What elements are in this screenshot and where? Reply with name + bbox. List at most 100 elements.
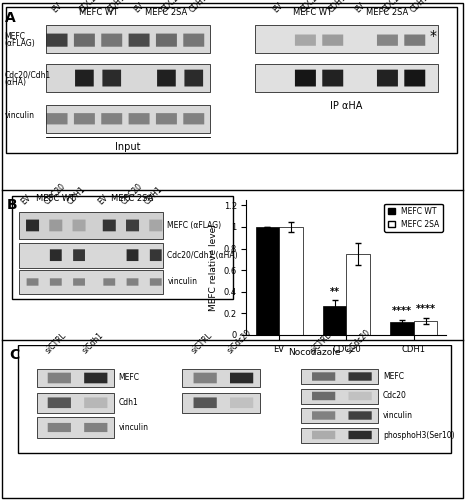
Bar	[46, 105, 210, 132]
FancyBboxPatch shape	[150, 278, 162, 285]
Text: CDC20: CDC20	[160, 0, 185, 14]
FancyBboxPatch shape	[150, 250, 162, 261]
Text: phosphoH3(Ser10): phosphoH3(Ser10)	[383, 430, 454, 440]
Bar	[255, 26, 438, 53]
Text: CDH1: CDH1	[187, 0, 209, 14]
Text: Nocodazole: Nocodazole	[288, 348, 341, 357]
Text: IP αHA: IP αHA	[330, 101, 363, 111]
FancyBboxPatch shape	[46, 113, 67, 124]
FancyBboxPatch shape	[103, 278, 115, 285]
Bar	[182, 393, 260, 412]
Text: Cdc20: Cdc20	[383, 392, 407, 400]
Text: CDC20: CDC20	[299, 0, 324, 14]
Text: vinculin: vinculin	[5, 112, 35, 120]
FancyBboxPatch shape	[27, 278, 39, 285]
Bar	[46, 26, 210, 53]
FancyBboxPatch shape	[84, 398, 107, 408]
Bar	[255, 64, 438, 92]
Bar	[279, 227, 303, 335]
Bar	[37, 369, 114, 387]
Text: CDC20: CDC20	[42, 182, 67, 206]
FancyBboxPatch shape	[322, 70, 343, 86]
FancyBboxPatch shape	[183, 113, 204, 124]
Text: MEFC WT: MEFC WT	[36, 194, 75, 203]
Bar	[19, 212, 163, 238]
Bar	[301, 369, 379, 384]
FancyBboxPatch shape	[312, 431, 335, 439]
FancyBboxPatch shape	[193, 398, 217, 408]
FancyBboxPatch shape	[102, 70, 121, 86]
FancyBboxPatch shape	[295, 70, 316, 86]
Text: EV: EV	[354, 1, 367, 14]
FancyBboxPatch shape	[48, 372, 71, 384]
FancyBboxPatch shape	[230, 372, 253, 384]
Text: vinculin: vinculin	[383, 411, 413, 420]
FancyBboxPatch shape	[50, 278, 62, 285]
Bar	[6, 7, 457, 153]
FancyBboxPatch shape	[74, 113, 95, 124]
Text: siCTRL: siCTRL	[190, 331, 214, 355]
Bar	[19, 270, 163, 293]
Text: EV: EV	[19, 193, 33, 206]
FancyBboxPatch shape	[322, 34, 343, 46]
Text: EV: EV	[272, 1, 285, 14]
FancyBboxPatch shape	[49, 220, 62, 232]
Bar	[301, 428, 379, 442]
Bar	[346, 254, 370, 335]
Text: CDC20: CDC20	[119, 182, 144, 206]
FancyBboxPatch shape	[48, 423, 71, 432]
Bar	[414, 321, 437, 335]
Bar	[301, 388, 379, 404]
Text: MEFC: MEFC	[383, 372, 404, 381]
Text: vinculin: vinculin	[119, 423, 149, 432]
Bar	[182, 369, 260, 387]
FancyBboxPatch shape	[84, 423, 107, 432]
FancyBboxPatch shape	[193, 372, 217, 384]
Text: CDH1: CDH1	[408, 0, 430, 14]
Text: CDC20: CDC20	[381, 0, 406, 14]
Text: CDH1: CDH1	[326, 0, 348, 14]
FancyBboxPatch shape	[230, 398, 253, 408]
Text: (αHA): (αHA)	[5, 78, 27, 87]
Text: A: A	[5, 10, 15, 24]
FancyBboxPatch shape	[75, 70, 94, 86]
Text: Cdc20/Cdh1 (αHA): Cdc20/Cdh1 (αHA)	[167, 250, 238, 260]
Text: siCdc20: siCdc20	[226, 328, 254, 355]
FancyBboxPatch shape	[74, 34, 95, 46]
FancyBboxPatch shape	[129, 113, 150, 124]
FancyBboxPatch shape	[126, 220, 139, 232]
Text: CDH1: CDH1	[142, 185, 164, 206]
Bar	[19, 243, 163, 268]
Text: MEFC 2SA: MEFC 2SA	[112, 194, 153, 203]
Text: MEFC: MEFC	[119, 374, 140, 382]
Legend: MEFC WT, MEFC 2SA: MEFC WT, MEFC 2SA	[385, 204, 443, 232]
Bar	[37, 393, 114, 412]
FancyBboxPatch shape	[348, 392, 372, 400]
Text: CDH1: CDH1	[106, 0, 127, 14]
Text: C: C	[9, 348, 20, 362]
FancyBboxPatch shape	[348, 412, 372, 420]
Text: MEFC (αFLAG): MEFC (αFLAG)	[167, 221, 221, 230]
FancyBboxPatch shape	[404, 70, 425, 86]
FancyBboxPatch shape	[312, 372, 335, 380]
Text: *: *	[430, 30, 437, 44]
Text: Cdc20/Cdh1: Cdc20/Cdh1	[5, 71, 51, 80]
Text: siCdc20: siCdc20	[345, 328, 372, 355]
Text: EV: EV	[51, 1, 64, 14]
Text: (αFLAG): (αFLAG)	[5, 40, 35, 48]
Bar	[390, 322, 414, 335]
Text: MEFC WT: MEFC WT	[292, 8, 332, 17]
Text: siCdh1: siCdh1	[80, 331, 105, 355]
FancyBboxPatch shape	[404, 34, 425, 46]
FancyBboxPatch shape	[46, 34, 67, 46]
FancyBboxPatch shape	[377, 70, 398, 86]
FancyBboxPatch shape	[183, 34, 204, 46]
FancyBboxPatch shape	[48, 398, 71, 408]
FancyBboxPatch shape	[101, 113, 122, 124]
Text: ****: ****	[392, 306, 412, 316]
FancyBboxPatch shape	[185, 70, 203, 86]
Text: MEFC: MEFC	[5, 32, 26, 41]
FancyBboxPatch shape	[295, 34, 316, 46]
FancyBboxPatch shape	[129, 34, 150, 46]
Text: MEFC WT: MEFC WT	[79, 8, 118, 17]
